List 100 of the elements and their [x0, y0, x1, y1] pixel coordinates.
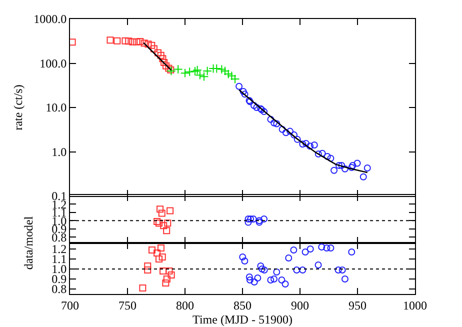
point: [157, 52, 164, 59]
point: [144, 262, 152, 270]
point: [338, 162, 346, 169]
x-tick-label: 1000: [403, 298, 427, 312]
point: [250, 216, 257, 222]
point: [310, 142, 318, 149]
point: [260, 108, 268, 116]
point: [293, 266, 300, 274]
point: [166, 268, 173, 274]
point: [148, 246, 156, 254]
point: [122, 37, 129, 44]
point: [257, 262, 264, 270]
point: [246, 274, 253, 280]
point: [314, 150, 322, 158]
point: [106, 36, 114, 44]
point: [327, 244, 334, 252]
point: [244, 218, 252, 226]
point: [334, 266, 342, 274]
point: [341, 276, 348, 282]
point: [162, 62, 170, 70]
point: [290, 131, 298, 138]
point: [70, 38, 76, 46]
point: [327, 154, 334, 162]
point: [285, 254, 292, 262]
point: [260, 266, 268, 274]
point: [318, 150, 326, 157]
point: [250, 278, 258, 286]
point: [241, 90, 248, 98]
y-axis-title: data/model: [22, 216, 36, 270]
point: [250, 102, 258, 109]
point: [160, 222, 168, 230]
point: [158, 210, 166, 217]
point: [278, 126, 286, 133]
point: [267, 276, 274, 284]
point: [323, 244, 330, 252]
point: [302, 248, 309, 256]
point: [166, 207, 174, 214]
point: [306, 142, 314, 150]
point: [290, 246, 298, 254]
point: [157, 244, 164, 252]
x-tick-label: 700: [61, 298, 79, 312]
point: [154, 49, 162, 56]
point: [129, 38, 136, 46]
point: [150, 45, 158, 52]
point: [154, 218, 161, 225]
point: [299, 140, 306, 148]
point: [136, 38, 144, 46]
point: [306, 246, 314, 252]
point: [160, 59, 168, 66]
y-tick-label: 100.0: [40, 56, 67, 70]
point: [278, 276, 286, 284]
y-tick-label: 10.0: [46, 100, 67, 115]
point: [270, 119, 278, 126]
point: [165, 64, 172, 72]
point: [202, 66, 212, 76]
point: [299, 266, 306, 274]
point: [199, 72, 209, 82]
point: [139, 284, 146, 292]
point: [349, 162, 356, 169]
point: [156, 206, 164, 213]
point: [163, 276, 170, 282]
point: [160, 268, 167, 274]
point: [364, 164, 371, 172]
y-tick-label: 1000.0: [34, 12, 67, 26]
point: [168, 272, 175, 278]
point: [286, 128, 294, 135]
y-tick-label: 1.0: [52, 144, 67, 159]
x-tick-label: 900: [291, 298, 309, 312]
point: [167, 66, 174, 74]
point: [184, 67, 194, 77]
point: [162, 280, 170, 286]
point: [241, 258, 248, 264]
point: [348, 164, 356, 172]
point: [338, 266, 346, 274]
point: [260, 216, 268, 222]
x-tick-label: 950: [348, 298, 366, 312]
x-tick-label: 750: [118, 298, 136, 312]
point: [144, 40, 152, 48]
point: [140, 40, 148, 47]
point: [318, 244, 326, 250]
point: [114, 37, 121, 44]
point: [282, 280, 289, 288]
point: [240, 88, 247, 95]
point: [148, 42, 156, 49]
point: [239, 254, 246, 260]
point: [166, 66, 176, 76]
point: [247, 216, 254, 222]
point: [330, 166, 338, 174]
point: [163, 227, 170, 234]
point: [360, 173, 367, 180]
y-axis-title: rate (ct/s): [10, 84, 25, 130]
point: [348, 248, 356, 256]
point: [156, 220, 163, 227]
point: [273, 120, 280, 128]
point: [254, 274, 262, 282]
x-axis-title: Time (MJD - 51900): [192, 312, 292, 326]
point: [133, 38, 140, 46]
point: [270, 276, 278, 282]
point: [335, 162, 342, 169]
point: [258, 266, 266, 272]
